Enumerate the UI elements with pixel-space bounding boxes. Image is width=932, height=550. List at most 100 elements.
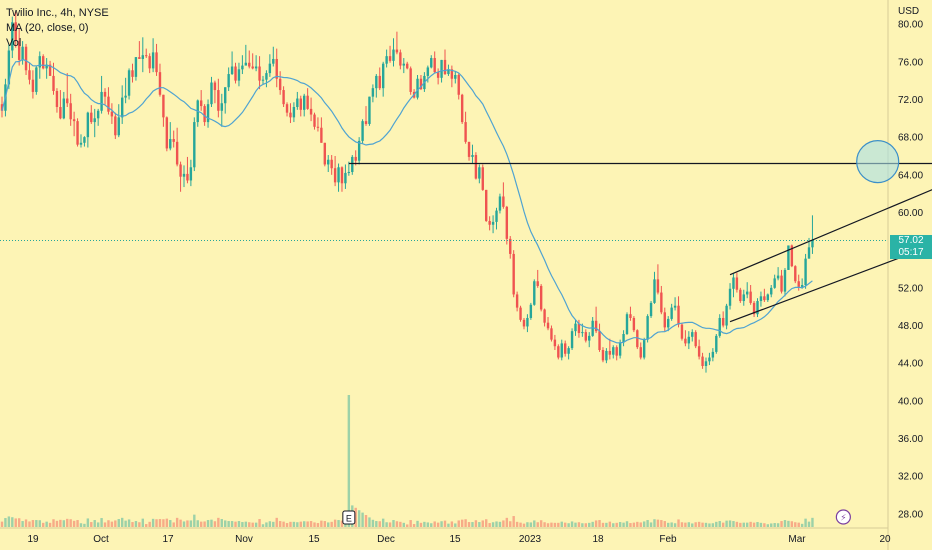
- volume-bar: [419, 522, 423, 527]
- volume-bar: [48, 522, 52, 527]
- candle-body: [745, 291, 749, 295]
- volume-bar: [272, 521, 275, 527]
- volume-bar: [258, 519, 261, 527]
- candle-body: [742, 294, 745, 302]
- candle-body: [704, 361, 708, 367]
- candle-body: [224, 87, 227, 104]
- candle-body: [120, 97, 124, 118]
- volume-bar: [756, 522, 759, 527]
- candle-body: [48, 64, 52, 76]
- candle-body: [797, 281, 800, 287]
- volume-bar: [570, 521, 574, 527]
- volume-bar: [625, 521, 629, 527]
- volume-indicator-label[interactable]: Vol: [6, 37, 22, 49]
- time-tick-label: Feb: [659, 534, 677, 545]
- volume-bar: [550, 522, 553, 527]
- candle-body: [330, 159, 333, 169]
- volume-bar: [574, 522, 577, 527]
- candle-body: [110, 111, 114, 117]
- candle-body: [464, 122, 467, 142]
- candle-body: [728, 288, 732, 306]
- volume-bar: [567, 523, 570, 527]
- volume-bar: [320, 520, 323, 527]
- volume-bar: [660, 520, 663, 527]
- candle-body: [371, 88, 375, 97]
- volume-bar: [426, 522, 430, 527]
- volume-bar: [330, 521, 333, 527]
- volume-bar: [639, 522, 642, 527]
- volume-bar: [488, 523, 491, 527]
- candle-body: [210, 82, 213, 105]
- volume-bar: [364, 515, 368, 527]
- candle-body: [615, 347, 618, 356]
- volume-bar: [608, 521, 612, 527]
- candle-body: [189, 167, 193, 181]
- candle-body: [340, 167, 344, 184]
- flash-marker-icon: ⚡: [835, 509, 851, 525]
- candle-body: [800, 285, 804, 287]
- candle-body: [584, 332, 588, 341]
- candle-body: [134, 57, 138, 77]
- time-tick-label: 19: [27, 534, 39, 545]
- target-circle: [856, 140, 900, 184]
- volume-bar: [388, 522, 392, 527]
- volume-bar: [17, 518, 21, 527]
- candle-body: [780, 275, 783, 292]
- candle-body: [337, 167, 340, 183]
- volume-bar: [474, 520, 478, 527]
- candle-body: [145, 55, 148, 57]
- volume-bar: [0, 521, 4, 527]
- candle-body: [265, 73, 268, 80]
- volume-bar: [622, 522, 625, 527]
- volume-bar: [378, 521, 381, 527]
- candle-body: [629, 314, 632, 318]
- volume-series: [0, 395, 814, 527]
- volume-bar: [563, 522, 567, 527]
- candle-body: [186, 173, 189, 181]
- flash-marker-label: ⚡: [840, 514, 846, 524]
- candle-body: [804, 258, 807, 286]
- volume-bar: [402, 522, 405, 527]
- volume-bar: [529, 522, 533, 527]
- candle-body: [96, 110, 100, 119]
- volume-bar: [598, 520, 601, 527]
- volume-bar: [196, 520, 199, 527]
- candle-body: [436, 72, 440, 78]
- volume-bar: [86, 518, 90, 527]
- volume-bar: [460, 519, 464, 527]
- volume-bar: [4, 518, 7, 527]
- volume-bar: [241, 522, 244, 527]
- candle-body: [66, 98, 69, 104]
- volume-bar: [581, 523, 584, 527]
- candle-body: [141, 55, 145, 59]
- candle-body: [148, 56, 151, 69]
- volume-bar: [416, 520, 419, 527]
- candle-body: [526, 317, 529, 327]
- candle-body: [155, 52, 158, 73]
- candle-body: [354, 156, 357, 161]
- volume-bar: [546, 523, 550, 527]
- volume-bar: [522, 523, 526, 527]
- candle-body: [399, 52, 402, 66]
- ma-indicator-label[interactable]: MA (20, close, 0): [6, 22, 89, 34]
- symbol-title[interactable]: Twilio Inc., 4h, NYSE: [6, 7, 109, 19]
- candle-body: [199, 100, 203, 107]
- candle-body: [776, 275, 780, 279]
- volume-bar: [354, 507, 357, 527]
- volume-bar: [495, 521, 498, 527]
- volume-bar: [512, 516, 515, 527]
- volume-bar: [454, 523, 457, 527]
- time-tick-label: 2023: [519, 534, 542, 545]
- price-tick-label: 64.00: [898, 170, 923, 181]
- candle-body: [59, 107, 62, 119]
- candle-body: [684, 338, 687, 344]
- candle-body: [361, 121, 364, 141]
- volume-bar: [244, 521, 248, 527]
- volume-bar: [213, 521, 217, 527]
- candle-body: [770, 287, 773, 295]
- candle-body: [577, 323, 581, 334]
- volume-bar: [392, 520, 395, 527]
- last-price-tag: 57.02 05:17: [890, 234, 932, 259]
